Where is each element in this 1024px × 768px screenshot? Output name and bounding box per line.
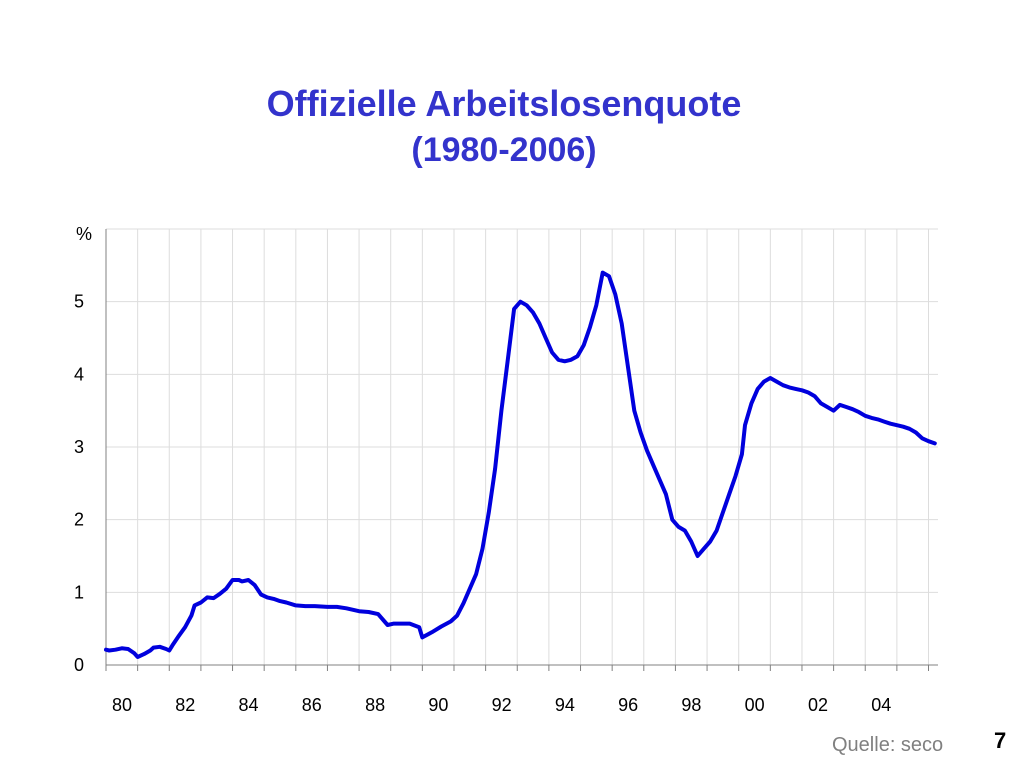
y-tick-label: 1: [74, 582, 84, 602]
label-layer: 0 1 2 3 4 5% 80 82 84 86 88 90 92 94 96 98 00 02 04: [74, 224, 891, 715]
x-tick-label: 90: [428, 695, 448, 715]
x-tick-label: 80: [112, 695, 132, 715]
grid-layer: [105, 228, 938, 666]
x-tick-label: 02: [808, 695, 828, 715]
x-tick-label: 82: [175, 695, 195, 715]
chart-subtitle: (1980-2006): [411, 131, 597, 169]
x-tick-label: 88: [365, 695, 385, 715]
x-tick-label: 98: [681, 695, 701, 715]
x-tick-label: 84: [239, 695, 259, 715]
y-tick-label: 3: [74, 437, 84, 457]
x-tick-label: 04: [871, 695, 891, 715]
source-note: Quelle: seco: [832, 734, 944, 756]
chart-title: Offizielle Arbeitslosenquote: [266, 83, 742, 124]
y-tick-label: 2: [74, 510, 84, 530]
x-tick-label: 92: [492, 695, 512, 715]
page-number: 7: [994, 728, 1007, 753]
y-axis-unit: %: [76, 224, 92, 244]
x-tick-label: 00: [745, 695, 765, 715]
y-tick-label: 0: [74, 655, 84, 675]
title-block: Offizielle Arbeitslosenquote (1980-2006): [0, 80, 1008, 172]
unemployment-series-line: [104, 270, 937, 659]
y-tick-label: 5: [74, 292, 84, 312]
series-layer: [104, 270, 937, 659]
x-tick-label: 94: [555, 695, 575, 715]
x-tick-label: 86: [302, 695, 322, 715]
y-tick-label: 4: [74, 364, 84, 384]
axis-layer: [105, 229, 938, 671]
x-tick-label: 96: [618, 695, 638, 715]
